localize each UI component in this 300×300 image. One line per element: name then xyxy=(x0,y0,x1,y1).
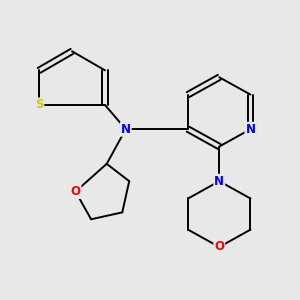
Text: S: S xyxy=(35,98,44,112)
Text: N: N xyxy=(245,123,256,136)
Text: N: N xyxy=(121,123,131,136)
Text: O: O xyxy=(70,185,80,198)
Text: N: N xyxy=(214,175,224,188)
Text: O: O xyxy=(214,241,224,254)
